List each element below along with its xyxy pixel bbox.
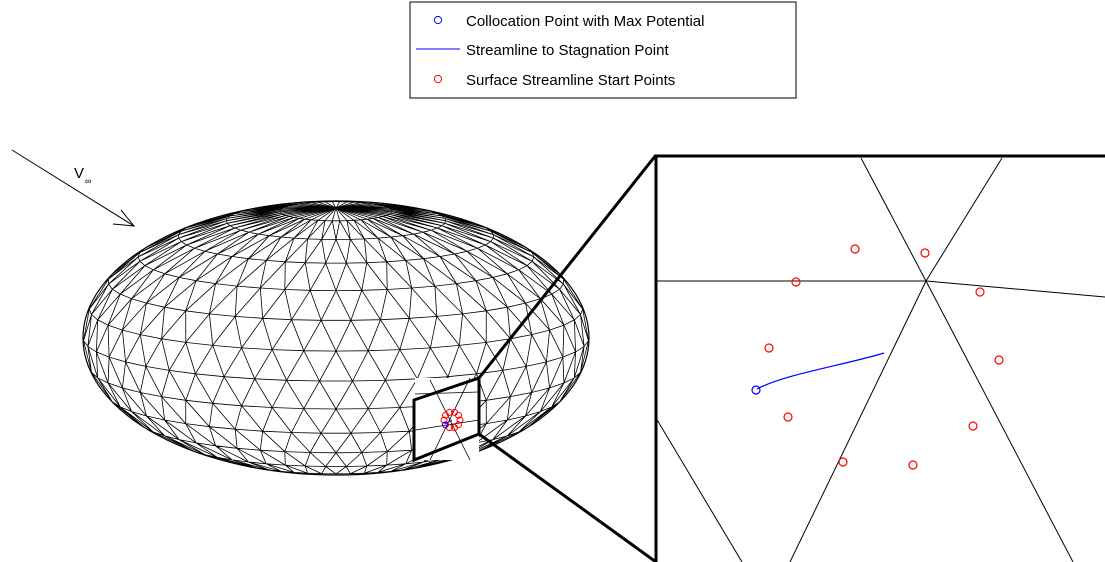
zoom-inset (654, 154, 1105, 562)
ellipsoid-mesh (82, 200, 590, 476)
zoom-region-mesh-edge (414, 391, 480, 395)
inset-edge-lower-left (789, 280, 927, 562)
start-point-marker (791, 277, 801, 287)
inset-edge-upper-right (925, 157, 1003, 282)
start-point-marker (850, 244, 860, 254)
zoom-connector-top (477, 154, 658, 379)
freestream-arrowhead (112, 209, 136, 227)
zoom-region-streamline (444, 419, 453, 425)
legend-label-max-potential: Collocation Point with Max Potential (466, 13, 704, 30)
legend-label-streamline: Streamline to Stagnation Point (466, 42, 669, 59)
zoom-region-start-point (446, 408, 453, 416)
inset-edge-far-left (655, 417, 743, 562)
mesh-edges (83, 201, 589, 475)
inset-edge-lower-right (925, 280, 1074, 562)
start-point-marker (764, 343, 774, 353)
zoom-connector-bottom (478, 432, 657, 562)
legend-marker-start-points (433, 74, 443, 84)
zoom-inset-mesh (655, 157, 1105, 562)
legend-box (409, 1, 797, 99)
max-potential-point (751, 385, 761, 395)
zoom-region-start-point (456, 416, 464, 424)
zoom-inset-points (764, 244, 1004, 470)
start-point-marker (994, 355, 1004, 365)
mesh-lines (83, 201, 589, 475)
streamline-to-stagnation (756, 352, 885, 390)
start-point-marker (920, 248, 930, 258)
legend-label-start-points: Surface Streamline Start Points (466, 72, 675, 89)
start-point-marker (975, 287, 985, 297)
start-point-marker (838, 457, 848, 467)
zoom-region-start-point (455, 411, 462, 419)
freestream-arrow: V∞ (11, 149, 136, 227)
zoom-inset-backdrop (656, 156, 1105, 562)
zoom-inset-frame (654, 154, 1105, 562)
freestream-arrow-shaft (11, 149, 135, 227)
start-point-marker (968, 421, 978, 431)
zoom-region-max-potential-point (442, 422, 448, 428)
legend: Collocation Point with Max Potential Str… (409, 1, 797, 99)
zoom-region-start-point (451, 424, 458, 432)
zoom-region (412, 375, 481, 463)
inset-edge-upper-left (860, 157, 927, 282)
inset-edge-right (925, 280, 1105, 298)
ellipsoid-outline (82, 200, 590, 476)
freestream-label: V∞ (74, 165, 91, 186)
legend-marker-max-potential (433, 15, 443, 25)
start-point-marker (908, 460, 918, 470)
zoom-region-mesh-edge (429, 377, 471, 461)
start-point-marker (783, 412, 793, 422)
